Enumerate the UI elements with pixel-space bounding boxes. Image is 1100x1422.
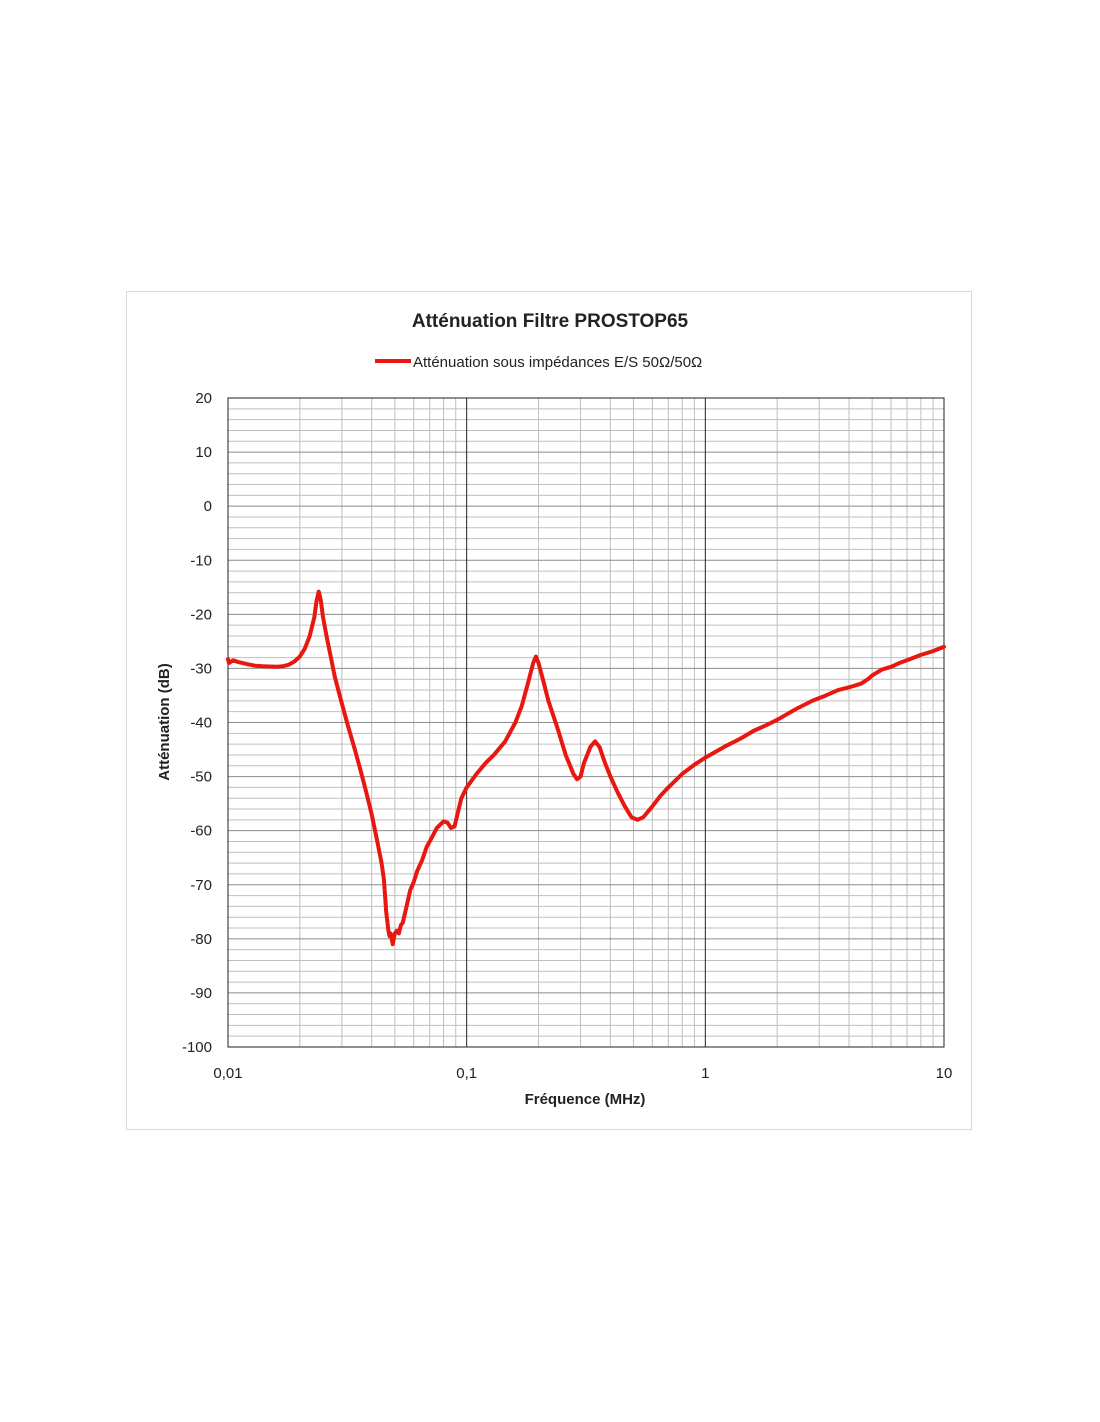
x-tick-label: 0,01 xyxy=(213,1065,242,1082)
y-tick-label: -40 xyxy=(190,715,212,732)
y-tick-label: -100 xyxy=(182,1039,212,1056)
y-tick-label: -10 xyxy=(190,552,212,569)
chart-title: Atténuation Filtre PROSTOP65 xyxy=(412,311,689,332)
plot-border xyxy=(227,397,945,1048)
x-tick-label: 1 xyxy=(701,1065,709,1082)
series-line-attenuation xyxy=(226,589,946,947)
y-tick-labels: 20 10 0 -10 -20 -30 -40 -50 -60 -70 -80 -90 -100 xyxy=(182,390,212,1056)
y-tick-label: -90 xyxy=(190,985,212,1002)
y-tick-label: -70 xyxy=(190,877,212,894)
y-axis-title: Atténuation (dB) xyxy=(156,663,173,780)
chart-frame: Atténuation Filtre PROSTOP65 Atténuation… xyxy=(126,291,972,1130)
y-tick-label: -20 xyxy=(190,606,212,623)
legend-label: Atténuation sous impédances E/S 50Ω/50Ω xyxy=(413,354,702,371)
legend: Atténuation sous impédances E/S 50Ω/50Ω xyxy=(375,354,702,371)
y-tick-label: 20 xyxy=(195,390,212,407)
x-tick-label: 10 xyxy=(936,1065,953,1082)
chart-svg: Atténuation Filtre PROSTOP65 Atténuation… xyxy=(156,311,952,1108)
y-tick-label: 0 xyxy=(204,498,212,515)
y-tick-label: 10 xyxy=(195,444,212,461)
x-tick-labels: 0,01 0,1 1 10 xyxy=(213,1065,952,1082)
y-tick-label: -60 xyxy=(190,823,212,840)
x-axis-title: Fréquence (MHz) xyxy=(525,1091,646,1108)
y-tick-label: -80 xyxy=(190,931,212,948)
x-tick-label: 0,1 xyxy=(456,1065,477,1082)
y-tick-label: -50 xyxy=(190,769,212,786)
y-tick-label: -30 xyxy=(190,660,212,677)
